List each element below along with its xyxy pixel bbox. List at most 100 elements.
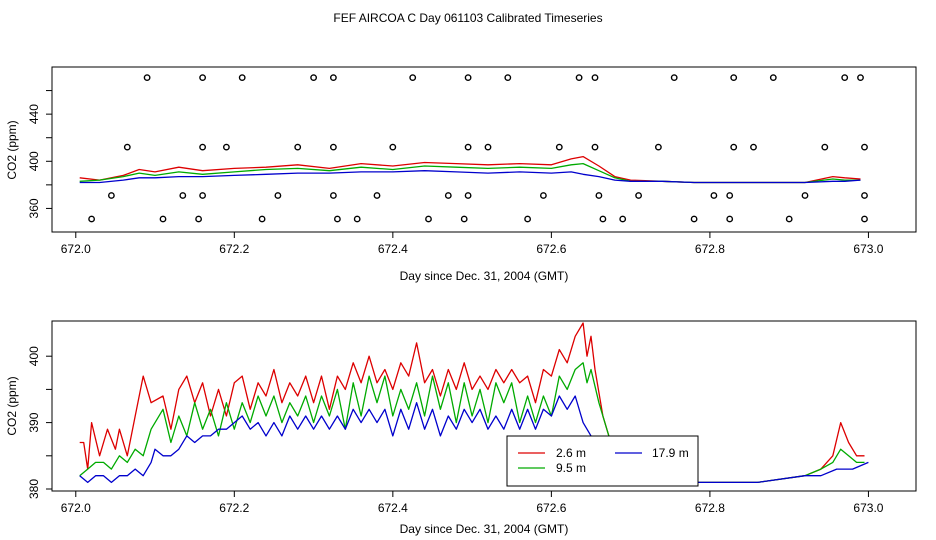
calibration-marker — [484, 143, 492, 151]
calibration-marker — [730, 74, 738, 82]
calibration-marker — [238, 74, 246, 82]
bottom-x-tick-label: 672.4 — [378, 501, 408, 515]
top-y-tick-label: 440 — [27, 104, 41, 124]
top-y-tick-label: 360 — [27, 198, 41, 218]
figure-title: FEF AIRCOA C Day 061103 Calibrated Times… — [333, 11, 602, 25]
bottom-x-axis-label: Day since Dec. 31, 2004 (GMT) — [400, 522, 569, 536]
top-x-tick-label: 672.8 — [695, 242, 725, 256]
calibration-marker — [524, 215, 531, 223]
top-series-17-9-m — [79, 170, 861, 184]
bottom-axes: 672.0 672.2 672.4 672.6 672.8 673.0 380 390 400 — [27, 346, 884, 515]
calibration-marker — [591, 74, 599, 82]
bottom-panel: 672.0 672.2 672.4 672.6 672.8 673.0380390400 … — [5, 320, 917, 536]
bottom-y-tick-label: 390 — [27, 412, 41, 432]
calibration-marker — [591, 143, 599, 151]
calibration-marker — [425, 215, 432, 223]
calibration-marker — [464, 192, 472, 199]
bottom-y-axis-label: CO2 (ppm) — [5, 376, 19, 435]
calibration-marker — [730, 143, 738, 151]
top-x-tick-label: 672.6 — [536, 242, 566, 256]
top-y-axis-label: CO2 (ppm) — [5, 120, 19, 179]
legend-label-17-9m: 17.9 m — [652, 446, 689, 460]
calibration-marker — [444, 192, 452, 199]
top-markers-group — [88, 74, 868, 223]
calibration-marker — [861, 143, 868, 151]
calibration-marker — [199, 192, 207, 199]
top-panel: 672.0 672.2 672.4 672.6 672.8 673.0360400440 … — [5, 66, 917, 283]
top-x-axis-label: Day since Dec. 31, 2004 (GMT) — [400, 269, 569, 283]
calibration-marker — [464, 143, 472, 151]
calibration-marker — [274, 192, 282, 199]
calibration-marker — [389, 143, 397, 151]
calibration-marker — [504, 74, 512, 82]
calibration-marker — [199, 74, 207, 82]
calibration-marker — [460, 215, 468, 223]
calibration-marker — [599, 215, 607, 223]
calibration-marker — [333, 215, 341, 223]
calibration-marker — [655, 143, 662, 151]
bottom-y-tick-label: 380 — [27, 479, 41, 499]
top-axes: 672.0 672.2 672.4 672.6 672.8 673.0 360 400 440 — [27, 90, 884, 256]
calibration-marker — [555, 143, 563, 151]
calibration-marker — [329, 192, 337, 199]
calibration-marker — [726, 192, 734, 199]
calibration-marker — [353, 215, 361, 223]
calibration-marker — [329, 143, 337, 151]
calibration-marker — [726, 215, 734, 223]
calibration-marker — [540, 192, 547, 199]
top-plot-frame — [51, 66, 917, 233]
top-series-group — [79, 155, 861, 184]
calibration-marker — [258, 215, 266, 223]
bottom-plot-frame — [51, 320, 917, 492]
calibration-marker — [785, 215, 793, 223]
calibration-marker — [310, 74, 317, 82]
calibration-marker — [841, 74, 849, 82]
legend-box — [506, 435, 699, 487]
legend-label-2-6m: 2.6 m — [556, 446, 586, 460]
calibration-marker — [159, 215, 167, 223]
calibration-marker — [750, 143, 757, 151]
bottom-x-tick-label: 672.0 — [61, 501, 91, 515]
bottom-x-tick-label: 673.0 — [853, 501, 883, 515]
calibration-marker — [88, 215, 96, 223]
calibration-marker — [635, 192, 642, 199]
top-series-2-6-m — [79, 155, 861, 184]
top-x-tick-label: 673.0 — [853, 242, 883, 256]
bottom-x-tick-label: 672.2 — [219, 501, 249, 515]
bottom-series-group — [79, 322, 869, 484]
calibration-marker — [769, 74, 777, 82]
top-x-tick-label: 672.4 — [378, 242, 408, 256]
bottom-x-tick-label: 672.6 — [536, 501, 566, 515]
calibration-marker — [195, 215, 203, 223]
calibration-marker — [670, 74, 678, 82]
calibration-marker — [179, 192, 187, 199]
calibration-marker — [294, 143, 302, 151]
calibration-marker — [710, 192, 718, 199]
bottom-series-2-6-m — [79, 322, 865, 484]
top-x-tick-label: 672.0 — [61, 242, 91, 256]
calibration-marker — [409, 74, 417, 82]
calibration-marker — [108, 192, 115, 199]
calibration-marker — [329, 74, 337, 82]
calibration-marker — [857, 74, 864, 82]
calibration-marker — [595, 192, 603, 199]
calibration-marker — [143, 74, 151, 82]
calibration-marker — [199, 143, 207, 151]
calibration-marker — [373, 192, 381, 199]
calibration-marker — [619, 215, 627, 223]
calibration-marker — [222, 143, 230, 151]
top-x-tick-label: 672.2 — [219, 242, 249, 256]
calibration-marker — [575, 74, 583, 82]
calibration-marker — [821, 143, 829, 151]
top-y-tick-label: 400 — [27, 151, 41, 171]
legend-label-9-5m: 9.5 m — [556, 461, 586, 475]
bottom-y-tick-label: 400 — [27, 346, 41, 366]
calibration-marker — [690, 215, 698, 223]
bottom-x-tick-label: 672.8 — [695, 501, 725, 515]
calibration-marker — [861, 215, 868, 223]
legend: 2.6 m 9.5 m 17.9 m — [506, 435, 699, 487]
calibration-marker — [801, 192, 809, 199]
calibration-marker — [123, 143, 131, 151]
calibration-marker — [464, 74, 472, 82]
